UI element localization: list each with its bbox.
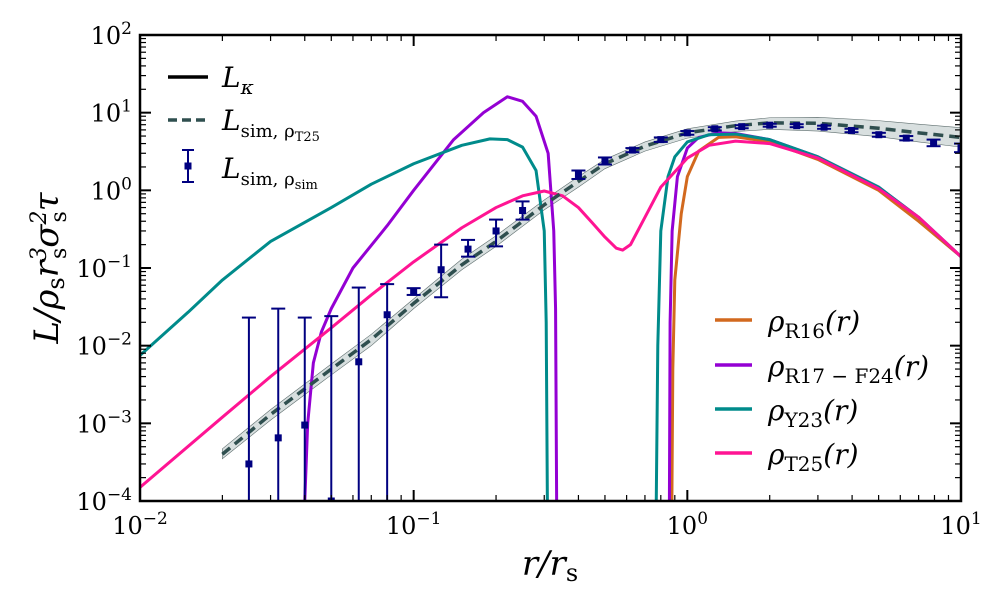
y-axis-label: L/ρsr3sσ2sτ — [27, 191, 72, 344]
errorbar-point — [271, 307, 286, 501]
legend-label-l-sim-t25: Lsim, ρT25 — [221, 104, 320, 145]
errorbar-point — [899, 134, 914, 142]
errorbar-marker — [301, 421, 309, 429]
plot-frame — [138, 33, 963, 503]
y-tick-label: 102 — [91, 19, 132, 50]
errorbar-point — [241, 316, 256, 501]
errorbar-marker — [848, 126, 856, 134]
y-tick-label: 10−3 — [76, 407, 132, 438]
errorbar-point — [351, 286, 366, 501]
errorbar-point — [762, 121, 777, 129]
errorbar-marker — [383, 311, 391, 319]
errorbar-point — [789, 122, 804, 130]
legend-label-l-kappa: Lκ — [221, 61, 254, 99]
x-tick-label: 10−2 — [112, 509, 168, 540]
axes — [138, 33, 963, 503]
errorbar-marker — [766, 121, 774, 129]
errorbar-marker — [957, 144, 961, 152]
x-tick-label: 10−1 — [386, 509, 442, 540]
legend-label-t25: ρT25(r) — [767, 438, 859, 476]
errorbar-point — [844, 126, 859, 134]
errorbar-point — [707, 125, 722, 133]
errorbar-point — [434, 243, 449, 299]
y-tick-label: 100 — [91, 174, 132, 205]
errorbar-point — [597, 156, 612, 166]
errorbar-point — [625, 146, 640, 154]
legend-bottom-right: ρR16(r) ρR17 − F24(r) ρY23(r) ρT25(r) — [715, 305, 929, 476]
errorbar-point — [680, 129, 695, 137]
errorbar-point — [653, 136, 668, 144]
errorbar-point — [571, 169, 586, 180]
legend-label-r17-f24: ρR17 − F24(r) — [767, 350, 929, 388]
errorbar-point — [926, 138, 941, 148]
errorbar-marker — [355, 358, 363, 366]
series-y23-r — [140, 137, 549, 501]
errorbar-point — [734, 123, 749, 131]
errorbar-marker — [437, 266, 445, 274]
errorbar-marker — [601, 157, 609, 165]
errorbar-point — [515, 200, 530, 221]
plot-area — [140, 95, 961, 501]
legend-label-r16: ρR16(r) — [767, 305, 860, 343]
legend-marker-l-sim-sim — [182, 149, 194, 183]
errorbar-point — [406, 287, 421, 296]
errorbar-marker — [492, 227, 500, 235]
errorbar-point — [324, 315, 339, 501]
errorbar-marker — [628, 146, 636, 154]
errorbar-point — [489, 218, 504, 248]
series-r17-f24-r-branch2 — [667, 131, 961, 501]
tick-labels: 10−2 10−1 100 101 10−4 10−3 10−2 10−1 100 101 102 — [76, 19, 981, 540]
x-tick-label: 101 — [940, 509, 981, 540]
legend-top-left: Lκ Lsim, ρT25 Lsim, ρsim — [168, 61, 320, 193]
x-axis-label: r/rs — [522, 544, 578, 587]
series-r17-f24-r — [303, 95, 559, 501]
errorbar-marker — [683, 129, 691, 137]
errorbar-marker — [793, 122, 801, 130]
series-l-sim-t25 — [221, 121, 961, 456]
errorbar-marker — [274, 434, 282, 442]
errorbar-marker — [738, 123, 746, 131]
errorbar-marker — [875, 131, 883, 139]
errorbar-marker — [820, 123, 828, 131]
y-tick-label: 10−2 — [76, 330, 132, 361]
errorbar-point — [871, 131, 886, 139]
y-tick-label: 10−4 — [76, 485, 132, 516]
errorbar-marker — [519, 206, 527, 214]
series-y23-r-branch2 — [654, 132, 961, 501]
y-tick-label: 10−1 — [76, 252, 132, 283]
errorbar-marker — [657, 136, 665, 144]
errorbar-marker — [574, 170, 582, 178]
errorbar-marker — [464, 245, 472, 253]
errorbar-point — [817, 123, 832, 131]
legend-label-y23: ρY23(r) — [767, 394, 858, 432]
errorbar-marker — [902, 134, 910, 142]
x-tick-label: 100 — [667, 509, 708, 540]
errorbar-marker — [711, 125, 719, 133]
legend-label-l-sim-sim: Lsim, ρsim — [221, 152, 318, 193]
errorbar-point — [297, 316, 312, 501]
errorbar-point — [461, 238, 476, 258]
errorbar-marker — [930, 139, 938, 147]
errorbar-marker — [245, 460, 253, 468]
y-tick-label: 101 — [91, 97, 132, 128]
errorbar-point — [380, 283, 395, 501]
errorbar-marker — [410, 287, 418, 295]
